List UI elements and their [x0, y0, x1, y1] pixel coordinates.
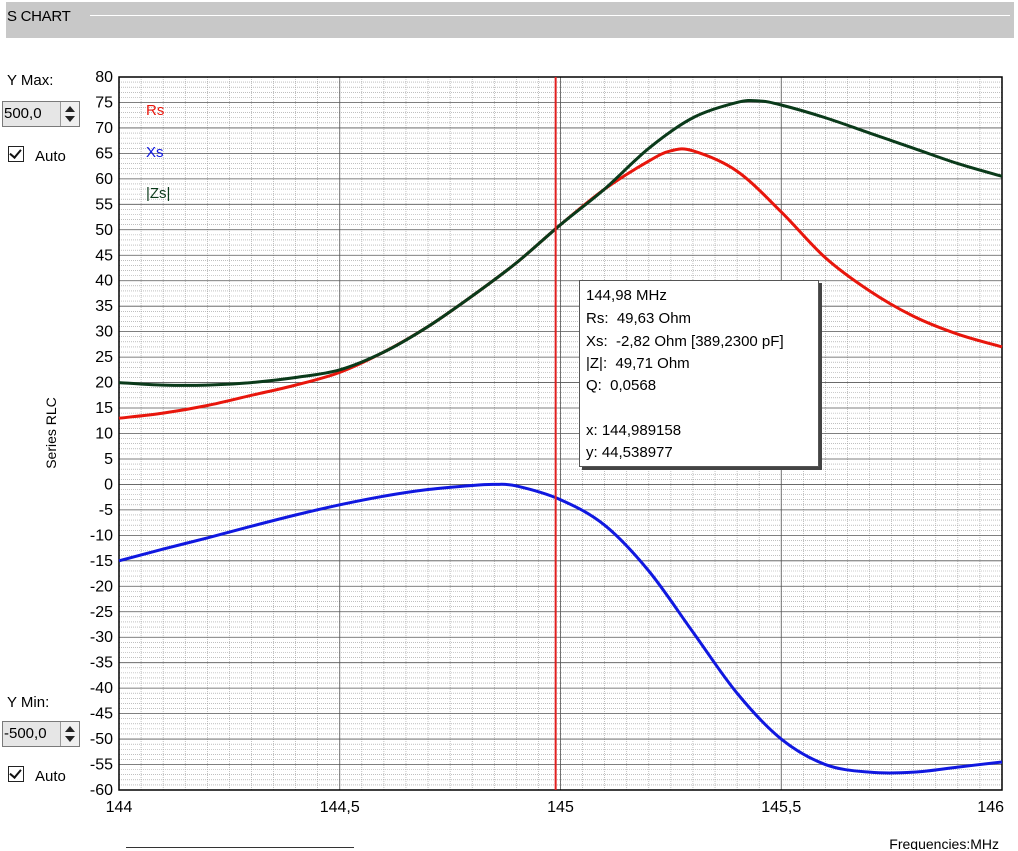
plot-border — [118, 76, 1003, 791]
y-tick-label: 0 — [104, 476, 113, 493]
x-tick-label: 145,5 — [761, 799, 801, 816]
bottom-panel-edge — [126, 847, 354, 851]
y-tick-label: -15 — [90, 553, 113, 570]
ymax-spin-buttons[interactable] — [60, 102, 79, 126]
y-tick-label: -60 — [90, 782, 113, 799]
x-tick-label: 146 — [977, 799, 1004, 816]
y-tick-label: 30 — [95, 324, 113, 341]
y-tick-label: 45 — [95, 247, 113, 264]
spin-down-icon[interactable] — [65, 116, 75, 122]
ymin-label: Y Min: — [7, 694, 50, 711]
y-tick-label: 35 — [95, 298, 113, 315]
legend-label-rs: Rs — [146, 102, 164, 119]
window-title: S CHART — [7, 8, 71, 25]
ymin-auto-checkbox[interactable] — [8, 766, 24, 782]
tooltip-z: |Z|: 49,71 Ohm — [586, 355, 690, 372]
ymax-spinner[interactable]: 500,0 — [2, 101, 80, 127]
y-tick-label: 20 — [95, 375, 113, 392]
y-tick-label: 15 — [95, 400, 113, 417]
ymax-value[interactable]: 500,0 — [3, 102, 60, 126]
ymin-spinner[interactable]: -500,0 — [2, 721, 80, 747]
y-axis-title: Series RLC — [43, 397, 59, 469]
y-tick-label: 5 — [104, 451, 113, 468]
y-tick-label: -25 — [90, 604, 113, 621]
y-tick-label: 55 — [95, 196, 113, 213]
y-tick-label: 50 — [95, 222, 113, 239]
x-tick-label: 144,5 — [320, 799, 360, 816]
spin-up-icon[interactable] — [65, 726, 75, 732]
ymin-spin-buttons[interactable] — [60, 722, 79, 746]
tooltip-q: Q: 0,0568 — [586, 377, 657, 394]
spin-down-icon[interactable] — [65, 736, 75, 742]
tooltip-xs: Xs: -2,82 Ohm [389,2300 pF] — [586, 333, 784, 350]
series-line-zs — [118, 98, 1003, 387]
x-tick-label: 145 — [547, 799, 574, 816]
ymax-auto-checkbox[interactable] — [8, 146, 24, 162]
series-line-xs — [118, 482, 1003, 775]
y-tick-label: 60 — [95, 171, 113, 188]
y-tick-label: 10 — [95, 426, 113, 443]
x-tick-label: 144 — [106, 799, 133, 816]
y-tick-label: -45 — [90, 706, 113, 723]
y-tick-label: -50 — [90, 731, 113, 748]
ymin-auto-label: Auto — [35, 768, 66, 785]
tooltip-y: y: 44,538977 — [586, 444, 673, 461]
y-tick-label: -55 — [90, 757, 113, 774]
y-tick-label: -20 — [90, 578, 113, 595]
y-tick-label: -5 — [99, 502, 113, 519]
legend-label-zs: |Zs| — [146, 185, 170, 202]
y-tick-label: -30 — [90, 629, 113, 646]
y-tick-label: -40 — [90, 680, 113, 697]
ymin-value[interactable]: -500,0 — [3, 722, 60, 746]
y-tick-label: 65 — [95, 145, 113, 162]
tooltip-x: x: 144,989158 — [586, 422, 682, 439]
y-tick-label: 80 — [95, 69, 113, 86]
x-axis-title: Frequencies:MHz — [889, 836, 999, 850]
y-tick-label: 70 — [95, 120, 113, 137]
ymax-label: Y Max: — [7, 72, 54, 89]
ymax-auto-label: Auto — [35, 148, 66, 165]
spin-up-icon[interactable] — [65, 106, 75, 112]
title-bar: S CHART — [6, 2, 1014, 38]
y-tick-label: 25 — [95, 349, 113, 366]
y-tick-label: 40 — [95, 273, 113, 290]
y-tick-label: 75 — [95, 94, 113, 111]
legend-label-xs: Xs — [146, 144, 164, 161]
tooltip-rs: Rs: 49,63 Ohm — [586, 310, 692, 327]
y-tick-label: -10 — [90, 527, 113, 544]
title-rule — [90, 15, 1010, 16]
cursor-tooltip: 144,98 MHz Rs: 49,63 Ohm Xs: -2,82 Ohm [… — [579, 280, 819, 467]
tooltip-frequency: 144,98 MHz — [586, 287, 667, 304]
y-tick-label: -35 — [90, 655, 113, 672]
